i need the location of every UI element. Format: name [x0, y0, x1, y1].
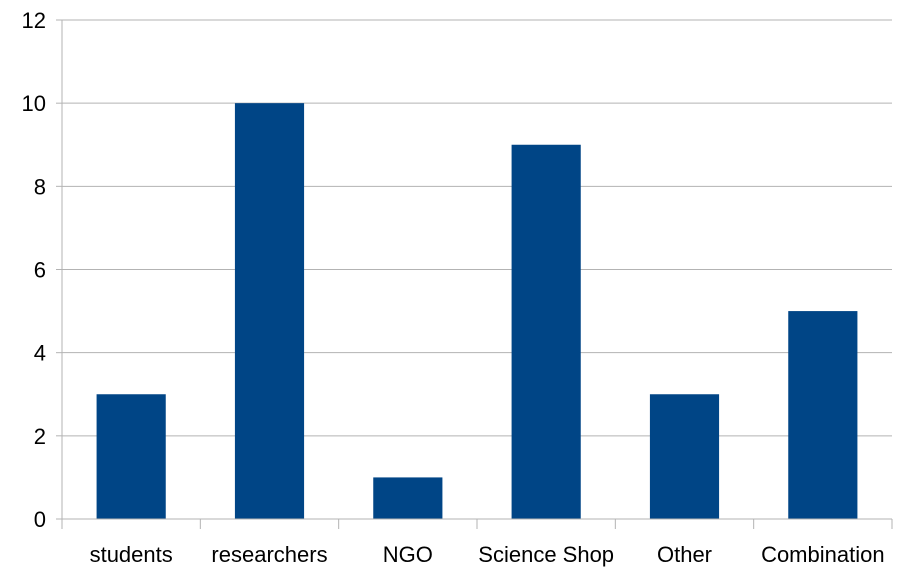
bar-combination [788, 311, 858, 519]
bars [96, 103, 858, 520]
x-tick-labels: students researchers NGO Science Shop Other C… [90, 542, 885, 567]
x-tick-label-science-shop: Science Shop [478, 542, 614, 567]
y-tick-label-8: 8 [34, 174, 46, 199]
y-tick-label-10: 10 [22, 91, 46, 116]
y-tick-label-4: 4 [34, 341, 46, 366]
bar-other [649, 394, 720, 519]
x-tick-label-combination: Combination [761, 542, 885, 567]
y-tick-label-2: 2 [34, 424, 46, 449]
gridlines [62, 19, 892, 520]
bar-ngo [373, 477, 443, 519]
x-tick-label-other: Other [657, 542, 712, 567]
y-tick-label-0: 0 [34, 507, 46, 532]
axes [56, 19, 893, 529]
y-tick-labels: 0 2 4 6 8 10 12 [22, 8, 46, 532]
y-tick-label-6: 6 [34, 258, 46, 283]
x-tick-label-students: students [90, 542, 173, 567]
x-tick-label-researchers: researchers [211, 542, 327, 567]
y-tick-label-12: 12 [22, 8, 46, 33]
x-tick-label-ngo: NGO [383, 542, 433, 567]
bar-science-shop [511, 144, 581, 519]
bar-researchers [234, 103, 305, 520]
bar-students [96, 394, 166, 519]
